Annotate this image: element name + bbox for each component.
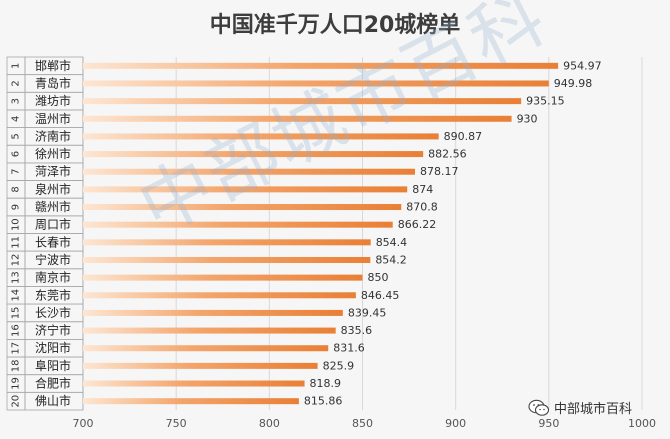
bar bbox=[83, 204, 402, 211]
value-label: 874 bbox=[412, 183, 433, 196]
value-label: 866.22 bbox=[398, 218, 437, 231]
bar bbox=[83, 133, 439, 140]
brand-badge: 中部城市百科 bbox=[528, 398, 632, 417]
value-label: 954.97 bbox=[563, 59, 602, 72]
bar bbox=[83, 274, 363, 281]
rank-label: 6 bbox=[11, 151, 22, 157]
rank-label: 9 bbox=[11, 204, 22, 210]
brand-label: 中部城市百科 bbox=[554, 402, 633, 417]
x-tick-label: 950 bbox=[538, 417, 559, 430]
value-label: 870.8 bbox=[406, 201, 438, 214]
bar bbox=[83, 345, 329, 352]
value-label: 882.56 bbox=[428, 148, 467, 161]
value-label: 930 bbox=[517, 112, 538, 125]
x-tick-label: 700 bbox=[73, 417, 94, 430]
rank-label: 3 bbox=[11, 98, 22, 104]
value-label: 949.98 bbox=[554, 77, 593, 90]
rank-label: 11 bbox=[11, 236, 22, 249]
category-label: 济南市 bbox=[35, 128, 71, 143]
category-label: 沈阳市 bbox=[35, 340, 71, 355]
rank-label: 7 bbox=[11, 169, 22, 175]
x-tick-label: 750 bbox=[166, 417, 187, 430]
rank-label: 15 bbox=[11, 307, 22, 320]
bar bbox=[83, 62, 559, 69]
bar bbox=[83, 239, 371, 246]
x-tick-label: 800 bbox=[259, 417, 280, 430]
bar bbox=[83, 98, 522, 105]
bar bbox=[83, 115, 512, 122]
rank-label: 14 bbox=[11, 289, 22, 302]
rank-label: 18 bbox=[11, 360, 22, 373]
category-label: 邯郸市 bbox=[35, 58, 71, 73]
x-tick-label: 900 bbox=[445, 417, 466, 430]
value-label: 831.6 bbox=[333, 342, 365, 355]
bar bbox=[83, 256, 371, 263]
bar bbox=[83, 398, 299, 405]
grid-lines bbox=[82, 57, 643, 410]
value-label: 815.86 bbox=[304, 395, 343, 408]
rank-label: 5 bbox=[11, 133, 22, 139]
value-label: 818.9 bbox=[310, 377, 342, 390]
category-label: 周口市 bbox=[35, 217, 71, 232]
x-axis-ticks: 700 750 800 850 900 950 1000 bbox=[73, 417, 657, 430]
bar bbox=[83, 151, 424, 158]
rank-label: 10 bbox=[11, 218, 22, 231]
category-label: 长沙市 bbox=[35, 305, 71, 320]
category-label: 菏泽市 bbox=[35, 164, 71, 179]
bar bbox=[83, 362, 318, 369]
category-label: 长春市 bbox=[35, 234, 71, 249]
rank-label: 12 bbox=[11, 254, 22, 267]
x-tick-label: 850 bbox=[352, 417, 373, 430]
value-label: 854.2 bbox=[375, 253, 407, 266]
value-label: 854.4 bbox=[376, 236, 408, 249]
category-label: 潍坊市 bbox=[35, 93, 71, 108]
bar bbox=[83, 168, 415, 175]
bars bbox=[83, 62, 559, 405]
category-label: 南京市 bbox=[35, 270, 71, 285]
value-label: 890.87 bbox=[444, 130, 483, 143]
rank-label: 2 bbox=[11, 80, 22, 86]
rank-label: 17 bbox=[11, 342, 22, 355]
category-label: 合肥市 bbox=[35, 376, 71, 391]
value-label: 835.6 bbox=[341, 324, 373, 337]
category-label: 阜阳市 bbox=[35, 358, 71, 373]
chart-title: 中国准千万人口20城榜单 bbox=[210, 12, 461, 38]
category-label: 东莞市 bbox=[35, 287, 71, 302]
wechat-icon bbox=[528, 399, 550, 416]
category-labels: 邯郸市青岛市潍坊市温州市济南市徐州市菏泽市泉州市赣州市周口市长春市宁波市南京市东… bbox=[24, 56, 84, 411]
category-label: 佛山市 bbox=[35, 393, 71, 408]
rank-label: 16 bbox=[11, 324, 22, 337]
category-label: 济宁市 bbox=[35, 323, 71, 338]
rank-label: 20 bbox=[11, 395, 22, 408]
category-label: 青岛市 bbox=[35, 75, 71, 90]
rank-label: 1 bbox=[11, 63, 22, 69]
value-label: 850 bbox=[368, 271, 389, 284]
rank-label: 19 bbox=[11, 377, 22, 390]
value-labels: 954.97 949.98 935.15 930 890.87 882.56 878.17 8… bbox=[304, 59, 602, 407]
category-label: 泉州市 bbox=[35, 181, 71, 196]
bar bbox=[83, 80, 549, 87]
category-label: 赣州市 bbox=[35, 199, 71, 214]
value-label: 935.15 bbox=[526, 95, 565, 108]
bar bbox=[83, 221, 393, 228]
value-label: 839.45 bbox=[348, 306, 387, 319]
bar bbox=[83, 380, 305, 387]
x-tick-label: 1000 bbox=[628, 417, 656, 430]
value-label: 878.17 bbox=[420, 165, 459, 178]
bar bbox=[83, 292, 356, 299]
bar bbox=[83, 309, 343, 316]
bar bbox=[83, 186, 408, 193]
bar bbox=[83, 327, 336, 334]
rank-label: 4 bbox=[11, 116, 22, 122]
value-label: 846.45 bbox=[361, 289, 400, 302]
rank-label: 13 bbox=[11, 271, 22, 284]
value-label: 825.9 bbox=[323, 359, 355, 372]
category-label: 宁波市 bbox=[35, 252, 71, 267]
category-label: 徐州市 bbox=[35, 146, 71, 161]
category-label: 温州市 bbox=[35, 111, 71, 126]
rank-label: 8 bbox=[11, 186, 22, 192]
